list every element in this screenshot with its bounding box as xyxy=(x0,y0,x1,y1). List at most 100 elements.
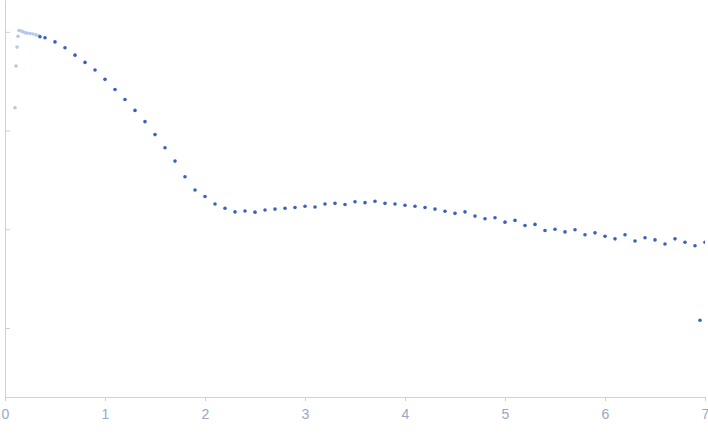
point xyxy=(363,201,367,205)
x-tick: 0 xyxy=(2,397,10,422)
x-tick-mark xyxy=(705,397,706,401)
point xyxy=(663,242,667,246)
x-axis-line xyxy=(6,397,706,398)
point xyxy=(123,98,127,102)
x-tick-label: 5 xyxy=(502,406,510,422)
x-tick: 2 xyxy=(202,397,210,422)
point xyxy=(163,146,167,150)
x-tick: 3 xyxy=(302,397,310,422)
x-tick-mark xyxy=(405,397,406,401)
point xyxy=(693,244,697,248)
point xyxy=(38,35,42,39)
y-tick-mark xyxy=(5,32,10,33)
y-axis-line xyxy=(5,1,6,398)
point xyxy=(153,133,157,137)
point xyxy=(613,237,617,241)
point xyxy=(443,210,447,214)
y-tick-mark xyxy=(5,328,10,329)
point xyxy=(543,229,547,233)
x-tick-label: 3 xyxy=(302,406,310,422)
point xyxy=(563,230,567,234)
point xyxy=(503,220,507,224)
point xyxy=(463,210,467,214)
point xyxy=(673,237,677,241)
point xyxy=(113,88,117,92)
x-tick: 5 xyxy=(502,397,510,422)
point xyxy=(233,210,237,214)
data-points xyxy=(13,29,705,322)
point xyxy=(14,64,18,68)
point xyxy=(283,207,287,211)
x-tick-label: 2 xyxy=(202,406,210,422)
point xyxy=(243,209,247,213)
y-tick xyxy=(5,229,10,230)
x-tick-mark xyxy=(505,397,506,401)
point xyxy=(433,207,437,211)
point xyxy=(643,236,647,240)
point xyxy=(493,216,497,220)
point xyxy=(373,199,377,203)
point xyxy=(413,204,417,208)
x-tick: 4 xyxy=(402,397,410,422)
point xyxy=(523,224,527,228)
x-tick-mark xyxy=(5,397,6,401)
point xyxy=(483,217,487,221)
point xyxy=(473,214,477,218)
point xyxy=(93,68,97,72)
point xyxy=(343,203,347,207)
point xyxy=(293,206,297,210)
x-tick-mark xyxy=(605,397,606,401)
point xyxy=(333,202,337,206)
point xyxy=(203,195,207,199)
x-tick-label: 1 xyxy=(102,406,110,422)
x-tick-label: 4 xyxy=(402,406,410,422)
point xyxy=(53,40,57,44)
point xyxy=(313,205,317,209)
point xyxy=(13,106,17,110)
point xyxy=(353,200,357,204)
point xyxy=(573,228,577,232)
point xyxy=(603,234,607,238)
point xyxy=(223,207,227,211)
x-tick-mark xyxy=(305,397,306,401)
y-tick-mark xyxy=(5,229,10,230)
point xyxy=(303,204,307,208)
point xyxy=(703,240,705,244)
chart: 0 1 2 3 4 5 6 7 xyxy=(0,0,708,437)
y-tick-mark xyxy=(5,131,10,132)
y-tick xyxy=(5,131,10,132)
point xyxy=(698,318,702,322)
point xyxy=(15,45,19,49)
point xyxy=(16,35,20,39)
point xyxy=(653,238,657,242)
point xyxy=(263,208,267,212)
point xyxy=(683,240,687,244)
point xyxy=(403,203,407,207)
point xyxy=(63,46,67,50)
point xyxy=(383,202,387,206)
x-tick: 1 xyxy=(102,397,110,422)
x-axis: 0 1 2 3 4 5 6 7 xyxy=(2,397,708,422)
point xyxy=(533,223,537,227)
x-tick-mark xyxy=(205,397,206,401)
point xyxy=(633,239,637,243)
point xyxy=(213,202,217,206)
point xyxy=(253,210,257,214)
point xyxy=(183,175,187,179)
x-tick-label: 0 xyxy=(2,406,10,422)
x-tick: 6 xyxy=(602,397,610,422)
series xyxy=(38,35,705,322)
point xyxy=(513,219,517,223)
y-tick xyxy=(5,328,10,329)
x-tick: 7 xyxy=(702,397,708,422)
point xyxy=(423,206,427,210)
y-tick xyxy=(5,32,10,33)
point xyxy=(37,34,41,38)
point xyxy=(143,120,147,124)
point xyxy=(193,188,197,192)
point xyxy=(393,202,397,206)
point xyxy=(323,202,327,206)
point xyxy=(273,207,277,211)
x-tick-label: 7 xyxy=(702,406,708,422)
point xyxy=(583,233,587,237)
